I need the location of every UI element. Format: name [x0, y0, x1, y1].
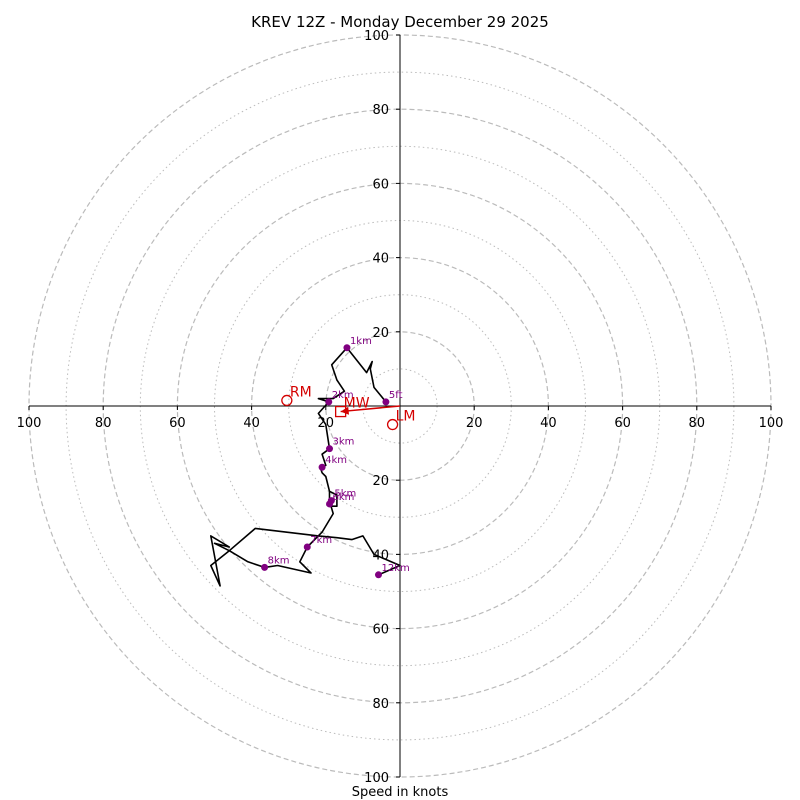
- x-tick-label: 20: [466, 416, 483, 431]
- x-tick-label: 40: [540, 416, 557, 431]
- y-tick-label: 80: [372, 103, 389, 118]
- mean-wind-marker: [334, 405, 347, 418]
- chart-title: KREV 12Z - Monday December 29 2025: [251, 13, 549, 31]
- y-tick-label: 20: [372, 474, 389, 489]
- y-tick-label: 100: [364, 29, 389, 44]
- height-marker-label: 12km: [381, 563, 409, 574]
- x-axis-label: Speed in knots: [352, 785, 449, 800]
- height-marker-label: 5ft: [389, 390, 403, 401]
- wind-trace-line: [210, 346, 401, 587]
- height-marker-dot: [326, 500, 334, 508]
- x-tick-label: 60: [614, 416, 631, 431]
- height-marker-label: 7km: [310, 535, 332, 546]
- height-marker-dot: [382, 398, 390, 406]
- right-mover-label: RM: [290, 384, 312, 400]
- y-tick-label: 60: [372, 177, 389, 192]
- y-tick-label: 40: [372, 252, 389, 267]
- height-marker-dot: [325, 398, 333, 406]
- height-marker-label: 6km: [333, 492, 355, 503]
- storm-motions: RM LM MW: [281, 384, 416, 431]
- y-tick-label: 40: [372, 548, 389, 563]
- x-tick-label: 80: [95, 416, 112, 431]
- left-mover-label: LM: [396, 409, 416, 425]
- y-tick-label: 80: [372, 697, 389, 712]
- height-marker-dot: [374, 571, 382, 579]
- height-marker-dot: [303, 543, 311, 551]
- x-tick-label: 60: [169, 416, 186, 431]
- height-marker-dot: [261, 563, 269, 571]
- height-marker-label: 1km: [350, 336, 372, 347]
- height-marker-label: 5km: [334, 489, 356, 500]
- y-tick-label: 20: [372, 326, 389, 341]
- mean-wind-label: MW: [344, 396, 370, 412]
- y-tick-label: 100: [364, 771, 389, 786]
- mean-wind-arrow-shaft: [340, 405, 401, 413]
- height-marker-dot: [318, 463, 326, 471]
- y-tick-label: 60: [372, 623, 389, 638]
- height-marker-label: 2km: [332, 390, 354, 401]
- height-marker-label: 3km: [333, 437, 355, 448]
- x-tick-label: 80: [689, 416, 706, 431]
- left-mover-marker: [386, 418, 399, 431]
- mean-wind-arrow-head: [340, 406, 349, 415]
- x-tick-label: 100: [759, 416, 784, 431]
- x-tick-label: 100: [17, 416, 42, 431]
- height-marker-label: 4km: [325, 455, 347, 466]
- height-marker-dot: [326, 445, 334, 453]
- right-mover-marker: [281, 394, 293, 407]
- height-marker-label: 8km: [268, 555, 290, 566]
- x-tick-label: 40: [243, 416, 260, 431]
- tick-labels: 100 80 60 40 20 20 40 60 80 100100806040202040608…: [17, 29, 784, 786]
- wind-trace-group: [210, 346, 401, 587]
- height-marker-dot: [343, 344, 351, 352]
